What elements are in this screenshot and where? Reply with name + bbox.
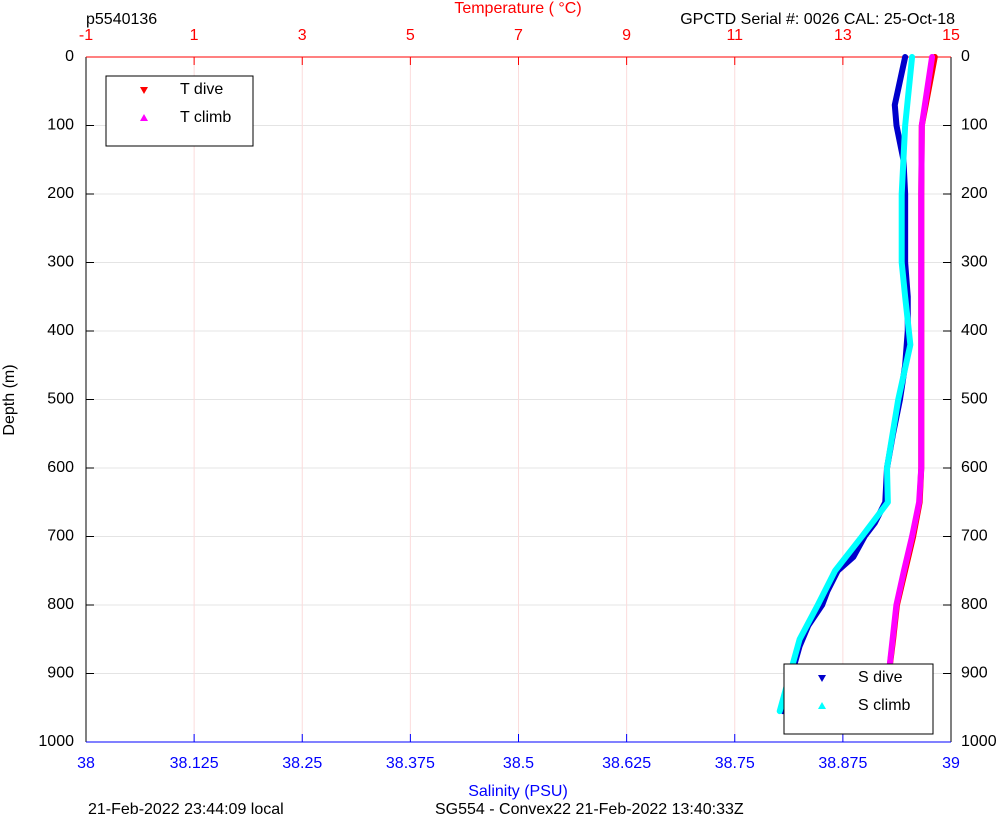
x-tick-label: 38.375 — [386, 755, 435, 772]
y-tick-label: 700 — [47, 528, 74, 545]
y2-tick-label: 1000 — [961, 733, 997, 750]
legend-box — [105, 75, 254, 147]
footer-left: 21-Feb-2022 23:44:09 local — [88, 801, 284, 818]
y2-tick-label: 600 — [961, 459, 988, 476]
y2-tick-label: 900 — [961, 665, 988, 682]
x-tick-label: 38.625 — [602, 755, 651, 772]
footer-right: SG554 - Convex22 21-Feb-2022 13:40:33Z — [435, 801, 744, 818]
x2-axis-label: Temperature ( °C) — [454, 0, 581, 17]
y-axis-label: Depth (m) — [1, 364, 18, 435]
y2-tick-label: 0 — [961, 48, 970, 65]
legend-label: T dive — [180, 81, 223, 98]
x-tick-label: 38.25 — [282, 755, 322, 772]
y-tick-label: 600 — [47, 459, 74, 476]
legend-label: S climb — [858, 697, 911, 714]
x-tick-label: 38.5 — [503, 755, 534, 772]
y2-tick-label: 500 — [961, 391, 988, 408]
y2-tick-label: 100 — [961, 117, 988, 134]
x-tick-label: 38 — [77, 755, 95, 772]
x2-tick-label: 11 — [726, 27, 743, 44]
title-right: GPCTD Serial #: 0026 CAL: 25-Oct-18 — [680, 11, 955, 28]
x2-tick-label: 1 — [190, 27, 199, 44]
y-tick-label: 400 — [47, 322, 74, 339]
y-tick-label: 500 — [47, 391, 74, 408]
legend-marker — [140, 87, 148, 94]
y2-tick-label: 200 — [961, 185, 988, 202]
y-tick-label: 900 — [47, 665, 74, 682]
legend-label: S dive — [858, 669, 903, 686]
y-tick-label: 200 — [47, 185, 74, 202]
y-tick-label: 100 — [47, 117, 74, 134]
profile-line — [780, 54, 911, 715]
profile-line — [883, 54, 936, 715]
x2-tick-label: 13 — [834, 27, 852, 44]
y-tick-label: 300 — [47, 254, 74, 271]
x2-tick-label: -1 — [79, 27, 93, 44]
y2-tick-label: 800 — [961, 596, 988, 613]
y-tick-label: 1000 — [38, 733, 74, 750]
x2-tick-label: 7 — [514, 27, 523, 44]
x-tick-label: 38.875 — [818, 755, 867, 772]
y2-tick-label: 300 — [961, 254, 988, 271]
legend-marker — [818, 675, 826, 682]
legend-marker — [818, 702, 826, 709]
y2-tick-label: 700 — [961, 528, 988, 545]
profile-line — [776, 54, 916, 715]
y-tick-label: 0 — [65, 48, 74, 65]
x-tick-label: 38.125 — [170, 755, 219, 772]
x2-tick-label: 5 — [406, 27, 415, 44]
legend-marker — [140, 114, 148, 121]
x-tick-label: 38.75 — [715, 755, 755, 772]
x-axis-label: Salinity (PSU) — [468, 783, 568, 800]
x-tick-label: 39 — [942, 755, 960, 772]
legend-label: T climb — [180, 109, 231, 126]
x2-tick-label: 15 — [942, 27, 960, 44]
x2-tick-label: 9 — [622, 27, 631, 44]
x2-tick-label: 3 — [298, 27, 307, 44]
title-left: p5540136 — [86, 11, 157, 28]
y-tick-label: 800 — [47, 596, 74, 613]
legend-box — [783, 663, 934, 735]
y2-tick-label: 400 — [961, 322, 988, 339]
